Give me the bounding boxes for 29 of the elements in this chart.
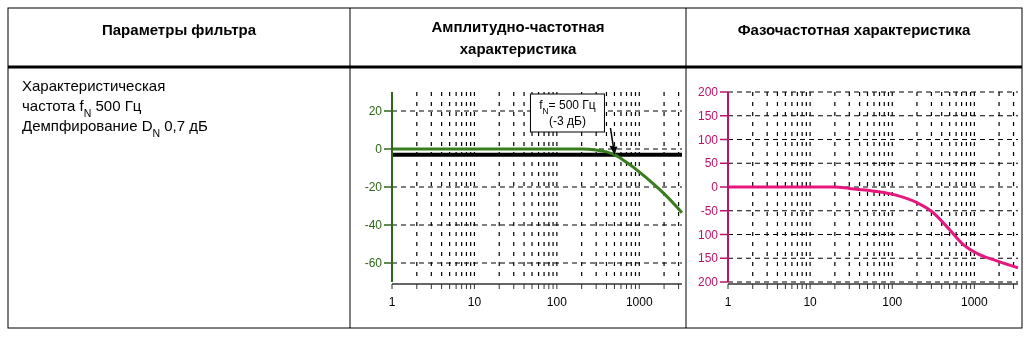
annotation: f$_{N}$= 500 Гц (-3 дБ)	[539, 98, 596, 128]
text: частота f$_{N}$ 500 Гц	[22, 97, 142, 119]
x-tick-label: 100	[546, 295, 568, 309]
y-tick-label: 100	[697, 227, 719, 242]
x-tick-label: 1	[388, 295, 396, 309]
y-tick-label: 0	[375, 142, 383, 156]
y-tick-label: -60	[364, 256, 383, 270]
y-tick-label: 100	[697, 132, 719, 147]
y-tick-label: 0	[711, 180, 719, 194]
text: Демпфирование D$_{N}$ 0,7 дБ	[22, 117, 209, 139]
y-tick-label: -20	[364, 180, 383, 194]
chart-title: Фазочастотная характеристика	[737, 21, 972, 38]
y-tick-label: -40	[364, 218, 383, 232]
y-tick-label: 20	[368, 104, 383, 118]
x-tick-label: 1000	[961, 295, 989, 309]
y-tick-label: 150	[697, 251, 719, 266]
text: Параметры фильтра	[102, 21, 257, 38]
y-tick-label: -50	[700, 203, 719, 218]
y-tick-label: 200	[697, 275, 719, 289]
text: Характеристическая	[22, 77, 166, 94]
x-tick-label: 100	[882, 295, 903, 309]
chart-title: Амплитудно-частотная характеристика	[431, 18, 605, 57]
x-tick-label: 1	[724, 295, 732, 309]
x-tick-label: 1000	[625, 295, 653, 309]
x-tick-label: 10	[803, 295, 818, 309]
x-tick-label: 10	[467, 295, 482, 309]
y-tick-label: 150	[697, 108, 719, 123]
y-tick-label: 50	[704, 156, 719, 171]
y-tick-label: 200	[697, 85, 719, 99]
